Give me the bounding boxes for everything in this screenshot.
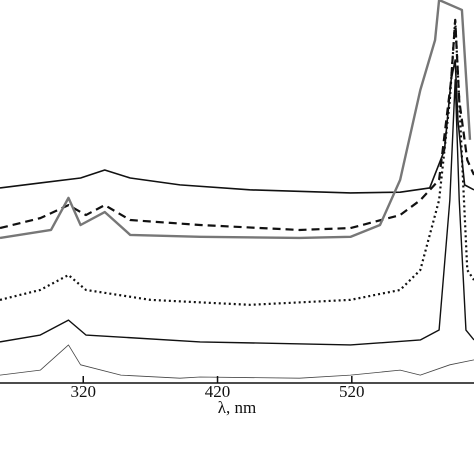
plot-area bbox=[0, 0, 474, 379]
x-tick-label: 320 bbox=[71, 382, 97, 401]
spectrum-line bbox=[0, 344, 474, 379]
spectrum-line bbox=[0, 79, 474, 346]
spectrum-line bbox=[0, 18, 474, 306]
spectrum-line bbox=[0, 0, 472, 240]
spectrum-line bbox=[0, 59, 474, 194]
x-tick-label: 420 bbox=[205, 382, 231, 401]
x-axis-label: λ, nm bbox=[218, 398, 256, 417]
spectrum-line bbox=[0, 18, 474, 232]
x-tick-label: 520 bbox=[339, 382, 365, 401]
